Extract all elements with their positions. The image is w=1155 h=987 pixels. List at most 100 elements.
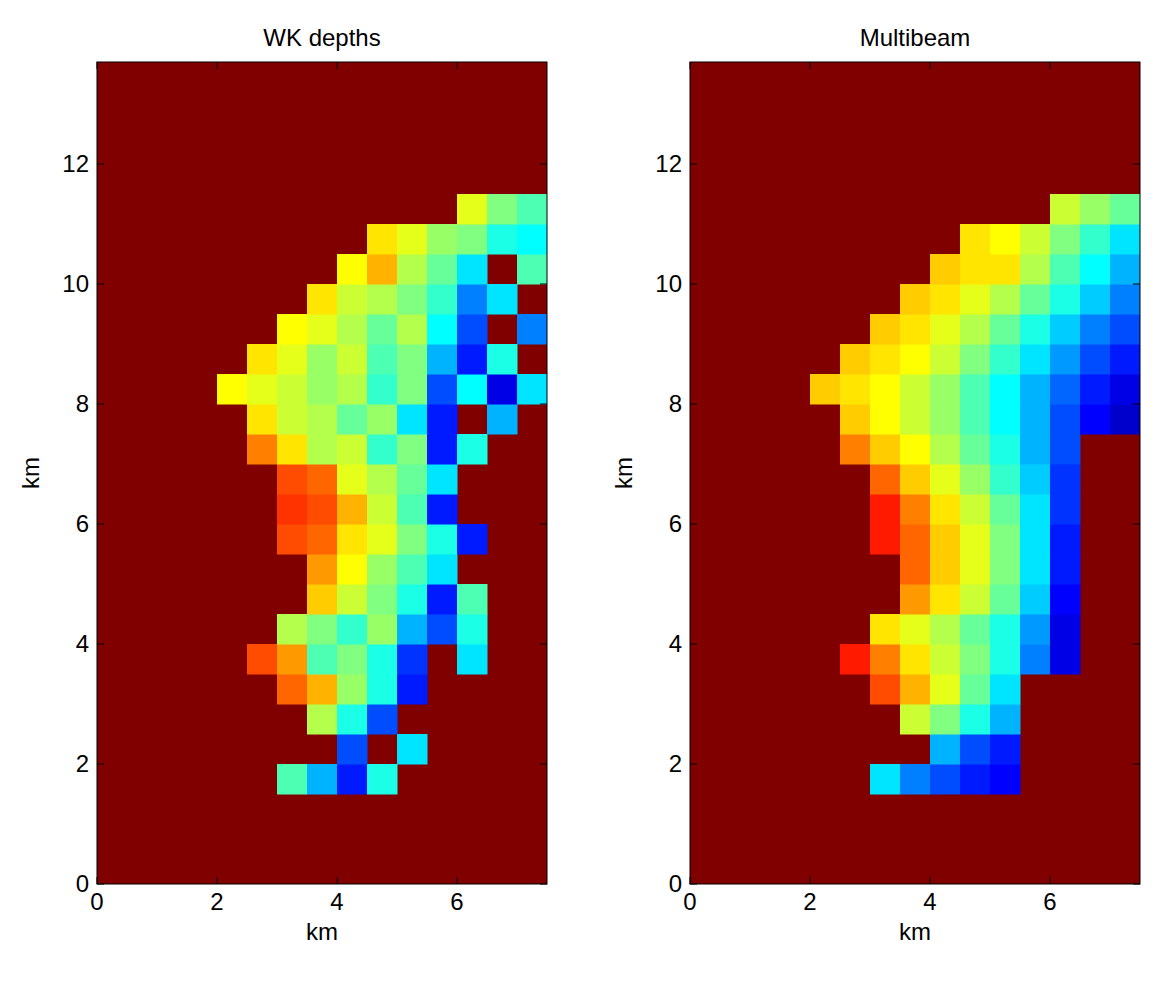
cell bbox=[870, 464, 901, 495]
cell bbox=[247, 644, 278, 675]
cell bbox=[277, 314, 308, 345]
cell bbox=[1080, 224, 1111, 255]
cell bbox=[1020, 284, 1051, 315]
cell bbox=[870, 494, 901, 525]
cell bbox=[1050, 584, 1081, 615]
cell bbox=[900, 434, 931, 465]
cell bbox=[900, 464, 931, 495]
y-tick-label: 12 bbox=[655, 150, 682, 177]
cell bbox=[277, 764, 308, 795]
cell bbox=[367, 554, 398, 585]
cell bbox=[307, 344, 338, 375]
cell bbox=[337, 314, 368, 345]
cell bbox=[337, 404, 368, 435]
cell bbox=[870, 524, 901, 555]
cell bbox=[1020, 524, 1051, 555]
cell bbox=[1050, 614, 1081, 645]
cell bbox=[457, 434, 488, 465]
cell bbox=[960, 314, 991, 345]
cell bbox=[1020, 644, 1051, 675]
cell bbox=[307, 704, 338, 735]
y-tick-label: 0 bbox=[76, 870, 89, 897]
cell bbox=[1050, 194, 1081, 225]
cell bbox=[517, 194, 547, 225]
y-tick bbox=[540, 164, 547, 165]
cell bbox=[840, 404, 871, 435]
y-tick bbox=[690, 524, 697, 525]
cell bbox=[1080, 194, 1111, 225]
cell bbox=[930, 704, 961, 735]
cells bbox=[217, 194, 547, 795]
cell bbox=[307, 434, 338, 465]
cell bbox=[337, 554, 368, 585]
cell bbox=[277, 614, 308, 645]
cell bbox=[960, 284, 991, 315]
cell bbox=[457, 284, 488, 315]
panel: 0246024681012WK depthskmkm bbox=[17, 24, 548, 945]
cell bbox=[930, 314, 961, 345]
cell bbox=[840, 434, 871, 465]
cell bbox=[900, 674, 931, 705]
cell bbox=[427, 314, 458, 345]
x-tick-label: 6 bbox=[450, 888, 463, 915]
x-tick bbox=[217, 877, 218, 884]
cell bbox=[277, 434, 308, 465]
cell bbox=[367, 314, 398, 345]
cell bbox=[930, 644, 961, 675]
x-tick bbox=[457, 877, 458, 884]
cell bbox=[1110, 404, 1140, 435]
cell bbox=[277, 344, 308, 375]
cell bbox=[990, 314, 1021, 345]
cell bbox=[367, 674, 398, 705]
cell bbox=[337, 344, 368, 375]
cell bbox=[367, 494, 398, 525]
x-tick bbox=[337, 62, 338, 69]
cell bbox=[517, 224, 547, 255]
x-tick bbox=[930, 877, 931, 884]
cell bbox=[307, 674, 338, 705]
cell bbox=[457, 314, 488, 345]
cell bbox=[840, 374, 871, 405]
cell bbox=[840, 644, 871, 675]
cell bbox=[307, 494, 338, 525]
cell bbox=[960, 704, 991, 735]
y-tick-label: 6 bbox=[669, 510, 682, 537]
cell bbox=[457, 254, 488, 285]
cell bbox=[307, 584, 338, 615]
cell bbox=[960, 464, 991, 495]
cell bbox=[307, 404, 338, 435]
y-tick bbox=[540, 884, 547, 885]
cell bbox=[990, 734, 1021, 765]
cells bbox=[810, 194, 1140, 795]
cell bbox=[277, 374, 308, 405]
cell bbox=[397, 554, 428, 585]
cell bbox=[900, 554, 931, 585]
cell bbox=[1080, 254, 1111, 285]
cell bbox=[990, 374, 1021, 405]
cell bbox=[367, 464, 398, 495]
x-tick bbox=[97, 62, 98, 69]
cell bbox=[307, 614, 338, 645]
y-tick bbox=[97, 644, 104, 645]
cell bbox=[277, 494, 308, 525]
cell bbox=[397, 524, 428, 555]
cell bbox=[990, 764, 1021, 795]
cell bbox=[990, 434, 1021, 465]
y-tick bbox=[690, 764, 697, 765]
cell bbox=[397, 464, 428, 495]
cell bbox=[1050, 314, 1081, 345]
y-tick-label: 8 bbox=[76, 390, 89, 417]
y-tick bbox=[690, 164, 697, 165]
cell bbox=[1020, 314, 1051, 345]
cell bbox=[337, 524, 368, 555]
cell bbox=[337, 704, 368, 735]
cell bbox=[367, 344, 398, 375]
cell bbox=[870, 764, 901, 795]
cell bbox=[337, 674, 368, 705]
cell bbox=[960, 224, 991, 255]
cell bbox=[930, 524, 961, 555]
y-tick bbox=[97, 764, 104, 765]
y-tick bbox=[97, 404, 104, 405]
cell bbox=[1080, 314, 1111, 345]
x-tick bbox=[930, 62, 931, 69]
